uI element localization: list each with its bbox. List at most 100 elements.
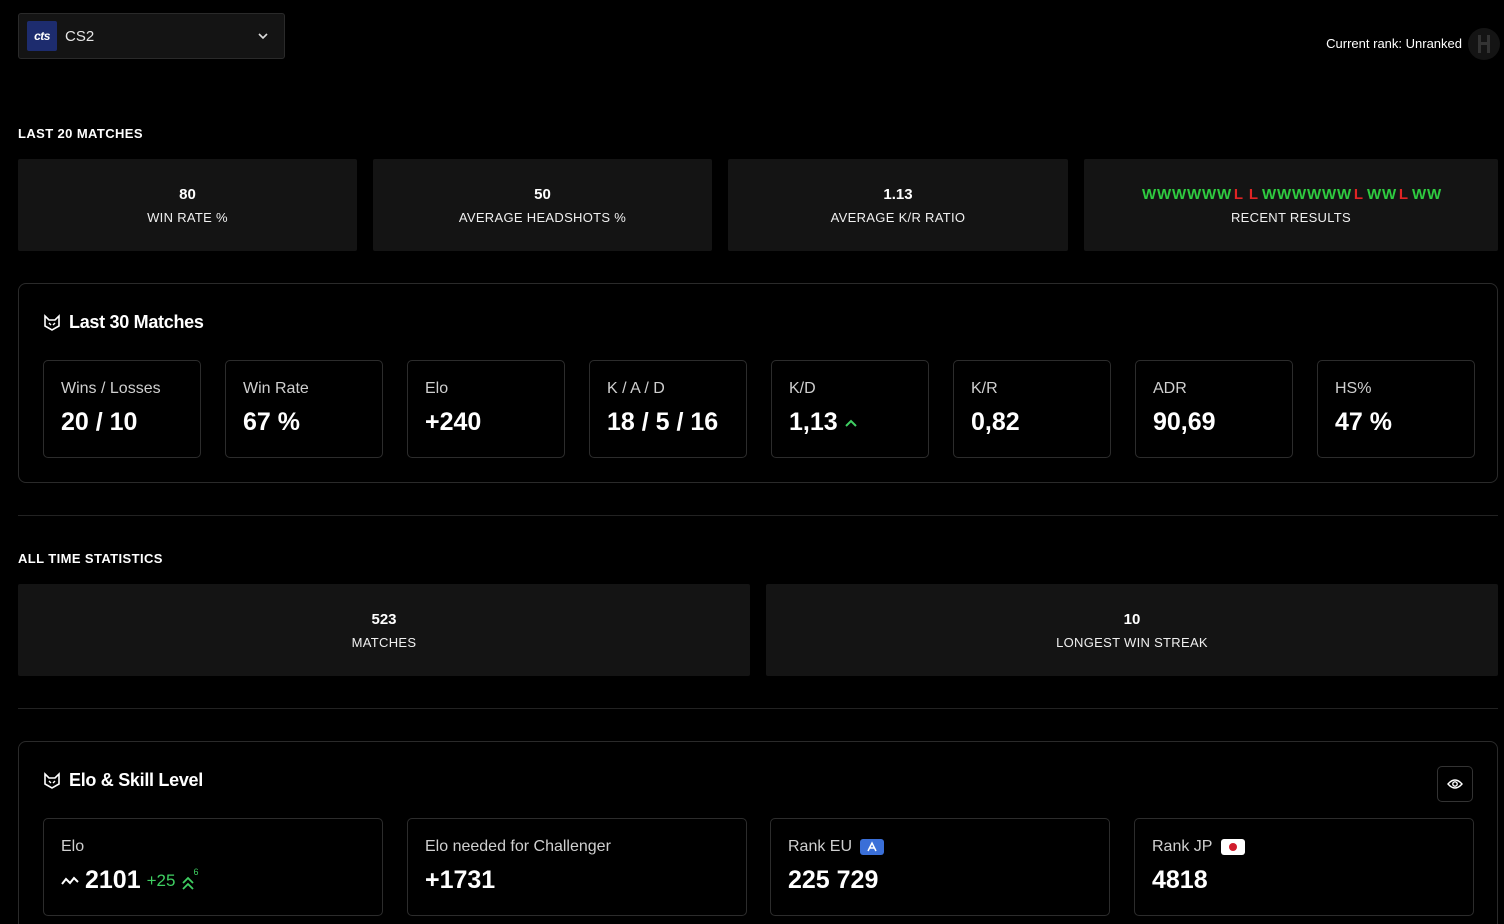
result-win: W <box>1412 186 1427 203</box>
rank-jp-label-row: Rank JP <box>1152 838 1456 856</box>
recent-results-label: RECENT RESULTS <box>1230 210 1352 225</box>
last20-title: LAST 20 MATCHES <box>18 126 143 141</box>
rank-badge-icon <box>1468 28 1500 60</box>
result-loss: L <box>1398 186 1409 203</box>
kad-card: K / A / D 18 / 5 / 16 <box>589 360 747 458</box>
last30-title: Last 30 Matches <box>69 312 204 332</box>
hs-card: HS% 47 % <box>1317 360 1475 458</box>
kd-value-row: 1,13 <box>789 408 911 437</box>
game-select[interactable]: cts CS2 <box>18 13 285 59</box>
kr-value: 0,82 <box>971 408 1020 436</box>
win-rate-card: Win Rate 67 % <box>225 360 383 458</box>
result-win: W <box>1217 186 1232 203</box>
divider <box>18 515 1498 516</box>
result-loss: L <box>1353 186 1364 203</box>
chevron-up-icon <box>844 419 857 427</box>
toggle-visibility-button[interactable] <box>1437 766 1473 802</box>
adr-value: 90,69 <box>1153 408 1216 436</box>
result-win: W <box>1382 186 1397 203</box>
elo-panel: Elo & Skill Level Elo 2101 +25 6 Elo nee… <box>18 741 1498 924</box>
elo-card-value-row: 2101 +25 6 <box>61 866 365 895</box>
streak-box: 10 LONGEST WIN STREAK <box>766 584 1498 676</box>
level-up-icon: 6 <box>181 867 198 891</box>
elo-value-row: +240 <box>425 408 547 437</box>
faceit-wolf-icon <box>44 771 60 789</box>
win-rate-value-row: 67 % <box>243 408 365 437</box>
alltime-title: ALL TIME STATISTICS <box>18 551 163 566</box>
wins-losses-label: Wins / Losses <box>61 380 161 397</box>
adr-card: ADR 90,69 <box>1135 360 1293 458</box>
win-rate-label: WIN RATE % <box>147 210 228 225</box>
streak-value: 10 <box>1123 611 1141 628</box>
kr-value-row: 0,82 <box>971 408 1093 437</box>
result-win: W <box>1322 186 1337 203</box>
current-rank-label: Current rank: Unranked <box>1326 36 1462 51</box>
rank-eu-label-row: Rank EU <box>788 838 1092 856</box>
headshots-label: AVERAGE HEADSHOTS % <box>458 210 627 225</box>
result-loss: L <box>1233 186 1244 203</box>
kr-ratio-label: AVERAGE K/R RATIO <box>830 210 966 225</box>
challenger-value: +1731 <box>425 866 496 894</box>
hs-value-row: 47 % <box>1335 408 1457 437</box>
result-win: W <box>1172 186 1187 203</box>
kad-value-row: 18 / 5 / 16 <box>607 408 729 437</box>
win-rate-label: Win Rate <box>243 380 309 397</box>
last30-header: Last 30 Matches <box>43 312 204 333</box>
wins-losses-value-row: 20 / 10 <box>61 408 183 437</box>
result-loss: L <box>1248 186 1259 203</box>
elo-card: Elo 2101 +25 6 <box>43 818 383 916</box>
last30-panel: Last 30 Matches Wins / Losses 20 / 10 Win … <box>18 283 1498 483</box>
kd-label: K/D <box>789 380 816 397</box>
rank-jp-value: 4818 <box>1152 866 1208 894</box>
streak-label: LONGEST WIN STREAK <box>1056 635 1208 650</box>
wins-losses-card: Wins / Losses 20 / 10 <box>43 360 201 458</box>
kad-label: K / A / D <box>607 380 665 397</box>
wins-losses-value: 20 / 10 <box>61 408 138 436</box>
result-win: W <box>1142 186 1157 203</box>
elo-card: Elo +240 <box>407 360 565 458</box>
rank-eu-label: Rank EU <box>788 838 853 855</box>
result-win: W <box>1262 186 1277 203</box>
elo-header: Elo & Skill Level <box>43 770 203 791</box>
kr-card: K/R 0,82 <box>953 360 1111 458</box>
kd-value: 1,13 <box>789 408 838 436</box>
elo-delta: +25 <box>146 870 176 890</box>
headshots-box: 50 AVERAGE HEADSHOTS % <box>373 159 712 251</box>
kr-ratio-value: 1.13 <box>883 186 913 203</box>
hs-label: HS% <box>1335 380 1372 397</box>
result-win: W <box>1427 186 1442 203</box>
adr-value-row: 90,69 <box>1153 408 1275 437</box>
elo-card-value: 2101 <box>85 866 141 894</box>
result-win: W <box>1277 186 1292 203</box>
level-sup: 6 <box>193 866 199 877</box>
result-win: W <box>1202 186 1217 203</box>
result-win: W <box>1367 186 1382 203</box>
kd-card: K/D 1,13 <box>771 360 929 458</box>
result-win: W <box>1307 186 1322 203</box>
game-logo: cts <box>27 21 57 51</box>
elo-value: +240 <box>425 408 482 436</box>
rank-eu-value: 225 729 <box>788 866 879 894</box>
challenger-label: Elo needed for Challenger <box>425 838 611 855</box>
matches-label: MATCHES <box>351 635 417 650</box>
kr-label: K/R <box>971 380 998 397</box>
adr-label: ADR <box>1153 380 1187 397</box>
challenger-card: Elo needed for Challenger +1731 <box>407 818 747 916</box>
win-rate-value: 67 % <box>243 408 300 436</box>
rank-jp-label: Rank JP <box>1152 838 1213 855</box>
elo-card-label: Elo <box>61 838 85 855</box>
result-win: W <box>1157 186 1172 203</box>
trend-icon <box>61 876 79 885</box>
matches-value: 523 <box>371 611 397 628</box>
rank-eu-card: Rank EU 225 729 <box>770 818 1110 916</box>
jp-flag-icon <box>1220 838 1245 855</box>
rank-jp-card: Rank JP 4818 <box>1134 818 1474 916</box>
elo-title: Elo & Skill Level <box>69 770 203 790</box>
divider <box>18 708 1498 709</box>
elo-label: Elo <box>425 380 449 397</box>
kad-value: 18 / 5 / 16 <box>607 408 719 436</box>
result-win: W <box>1337 186 1352 203</box>
headshots-value: 50 <box>534 186 551 203</box>
